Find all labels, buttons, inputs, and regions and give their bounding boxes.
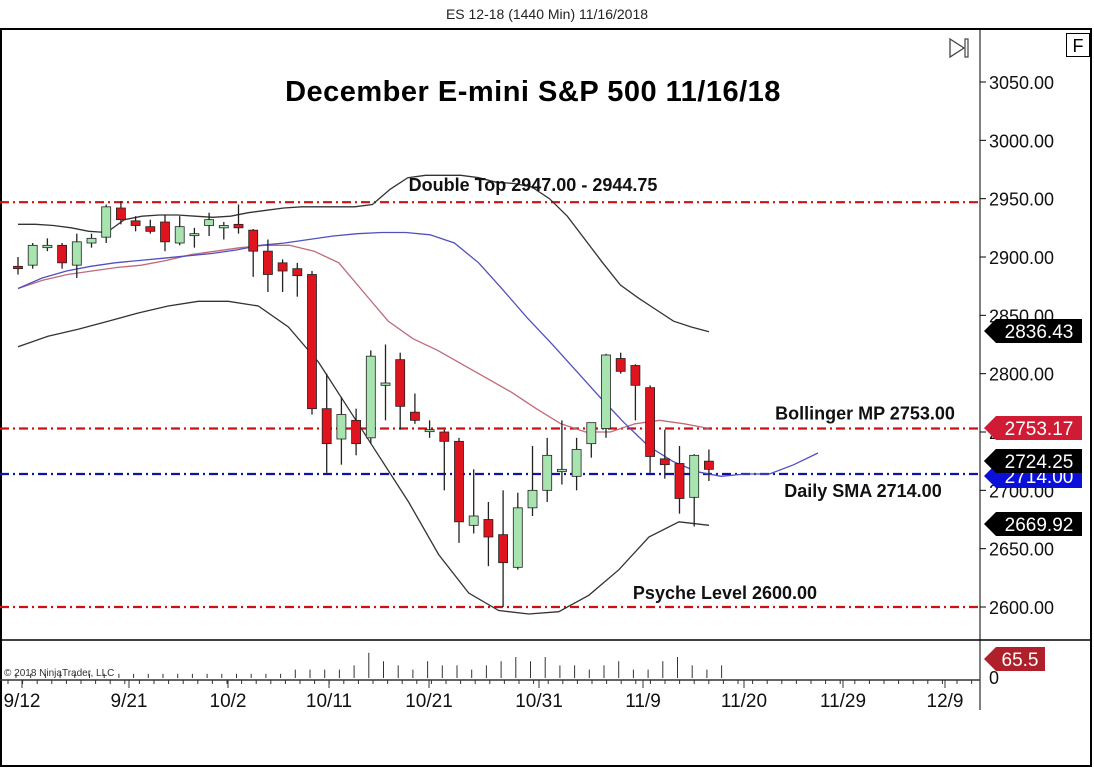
annotation-label: Daily SMA 2714.00 — [784, 481, 941, 501]
price-tick-label: 3000.00 — [989, 131, 1054, 151]
price-tick-label: 3050.00 — [989, 73, 1054, 93]
chart-title: December E-mini S&P 500 11/16/18 — [285, 76, 781, 108]
price-tick-label: 2800.00 — [989, 365, 1054, 385]
svg-text:2724.25: 2724.25 — [1005, 452, 1074, 473]
svg-text:65.5: 65.5 — [1002, 650, 1039, 671]
svg-text:2753.17: 2753.17 — [1005, 419, 1074, 440]
price-tick-label: 2600.00 — [989, 598, 1054, 618]
skip-to-end-icon — [949, 37, 969, 59]
volume-tag: 65.5 — [984, 647, 1045, 671]
volume-bars — [15, 652, 723, 678]
date-tick-label: 10/2 — [210, 691, 247, 712]
price-tags: 2836.432753.172724.252714.002669.922724.… — [984, 319, 1082, 671]
price-tick-label: 2650.00 — [989, 540, 1054, 560]
date-tick-label: 10/11 — [306, 691, 352, 712]
date-tick-label: 10/31 — [515, 691, 563, 712]
volume-zero-label: 0 — [989, 668, 999, 688]
indicator-lines — [17, 174, 819, 615]
scroll-to-end-button[interactable] — [946, 36, 974, 62]
time-axis: 9/12 9/21 10/2 10/11 10/21 10/31 11/9 11/20 11/2… — [4, 680, 973, 712]
annotation-labels: Double Top 2947.00 - 2944.75 Bollinger MP… — [409, 175, 955, 603]
svg-text:2836.43: 2836.43 — [1005, 322, 1074, 343]
price-tag: 2753.17 — [984, 416, 1082, 440]
price-tag: 2724.25 — [984, 449, 1082, 473]
date-tick-label: 11/9 — [625, 691, 661, 712]
window-title: ES 12-18 (1440 Min) 11/16/2018 — [0, 0, 1094, 28]
format-button[interactable]: F — [1066, 33, 1090, 57]
price-axis: 3050.003000.002950.002900.002850.002800.… — [980, 73, 1054, 688]
price-tag: 2836.43 — [984, 319, 1082, 343]
chart-frame — [0, 28, 1092, 767]
date-tick-label: 9/21 — [111, 691, 148, 712]
annotation-label: Psyche Level 2600.00 — [633, 583, 817, 603]
candlesticks — [13, 201, 714, 607]
copyright-text: © 2018 NinjaTrader, LLC — [4, 668, 114, 679]
date-tick-label: 12/9 — [927, 691, 964, 712]
annotation-label: Double Top 2947.00 - 2944.75 — [409, 175, 658, 195]
svg-text:2669.92: 2669.92 — [1005, 515, 1074, 536]
date-tick-label: 11/29 — [820, 691, 866, 712]
price-tick-label: 2950.00 — [989, 190, 1054, 210]
date-tick-label: 11/20 — [721, 691, 767, 712]
date-tick-label: 10/21 — [405, 691, 453, 712]
price-tick-label: 2900.00 — [989, 248, 1054, 268]
price-tag: 2669.92 — [984, 512, 1082, 536]
annotation-label: Bollinger MP 2753.00 — [775, 404, 955, 424]
date-tick-label: 9/12 — [4, 691, 41, 712]
